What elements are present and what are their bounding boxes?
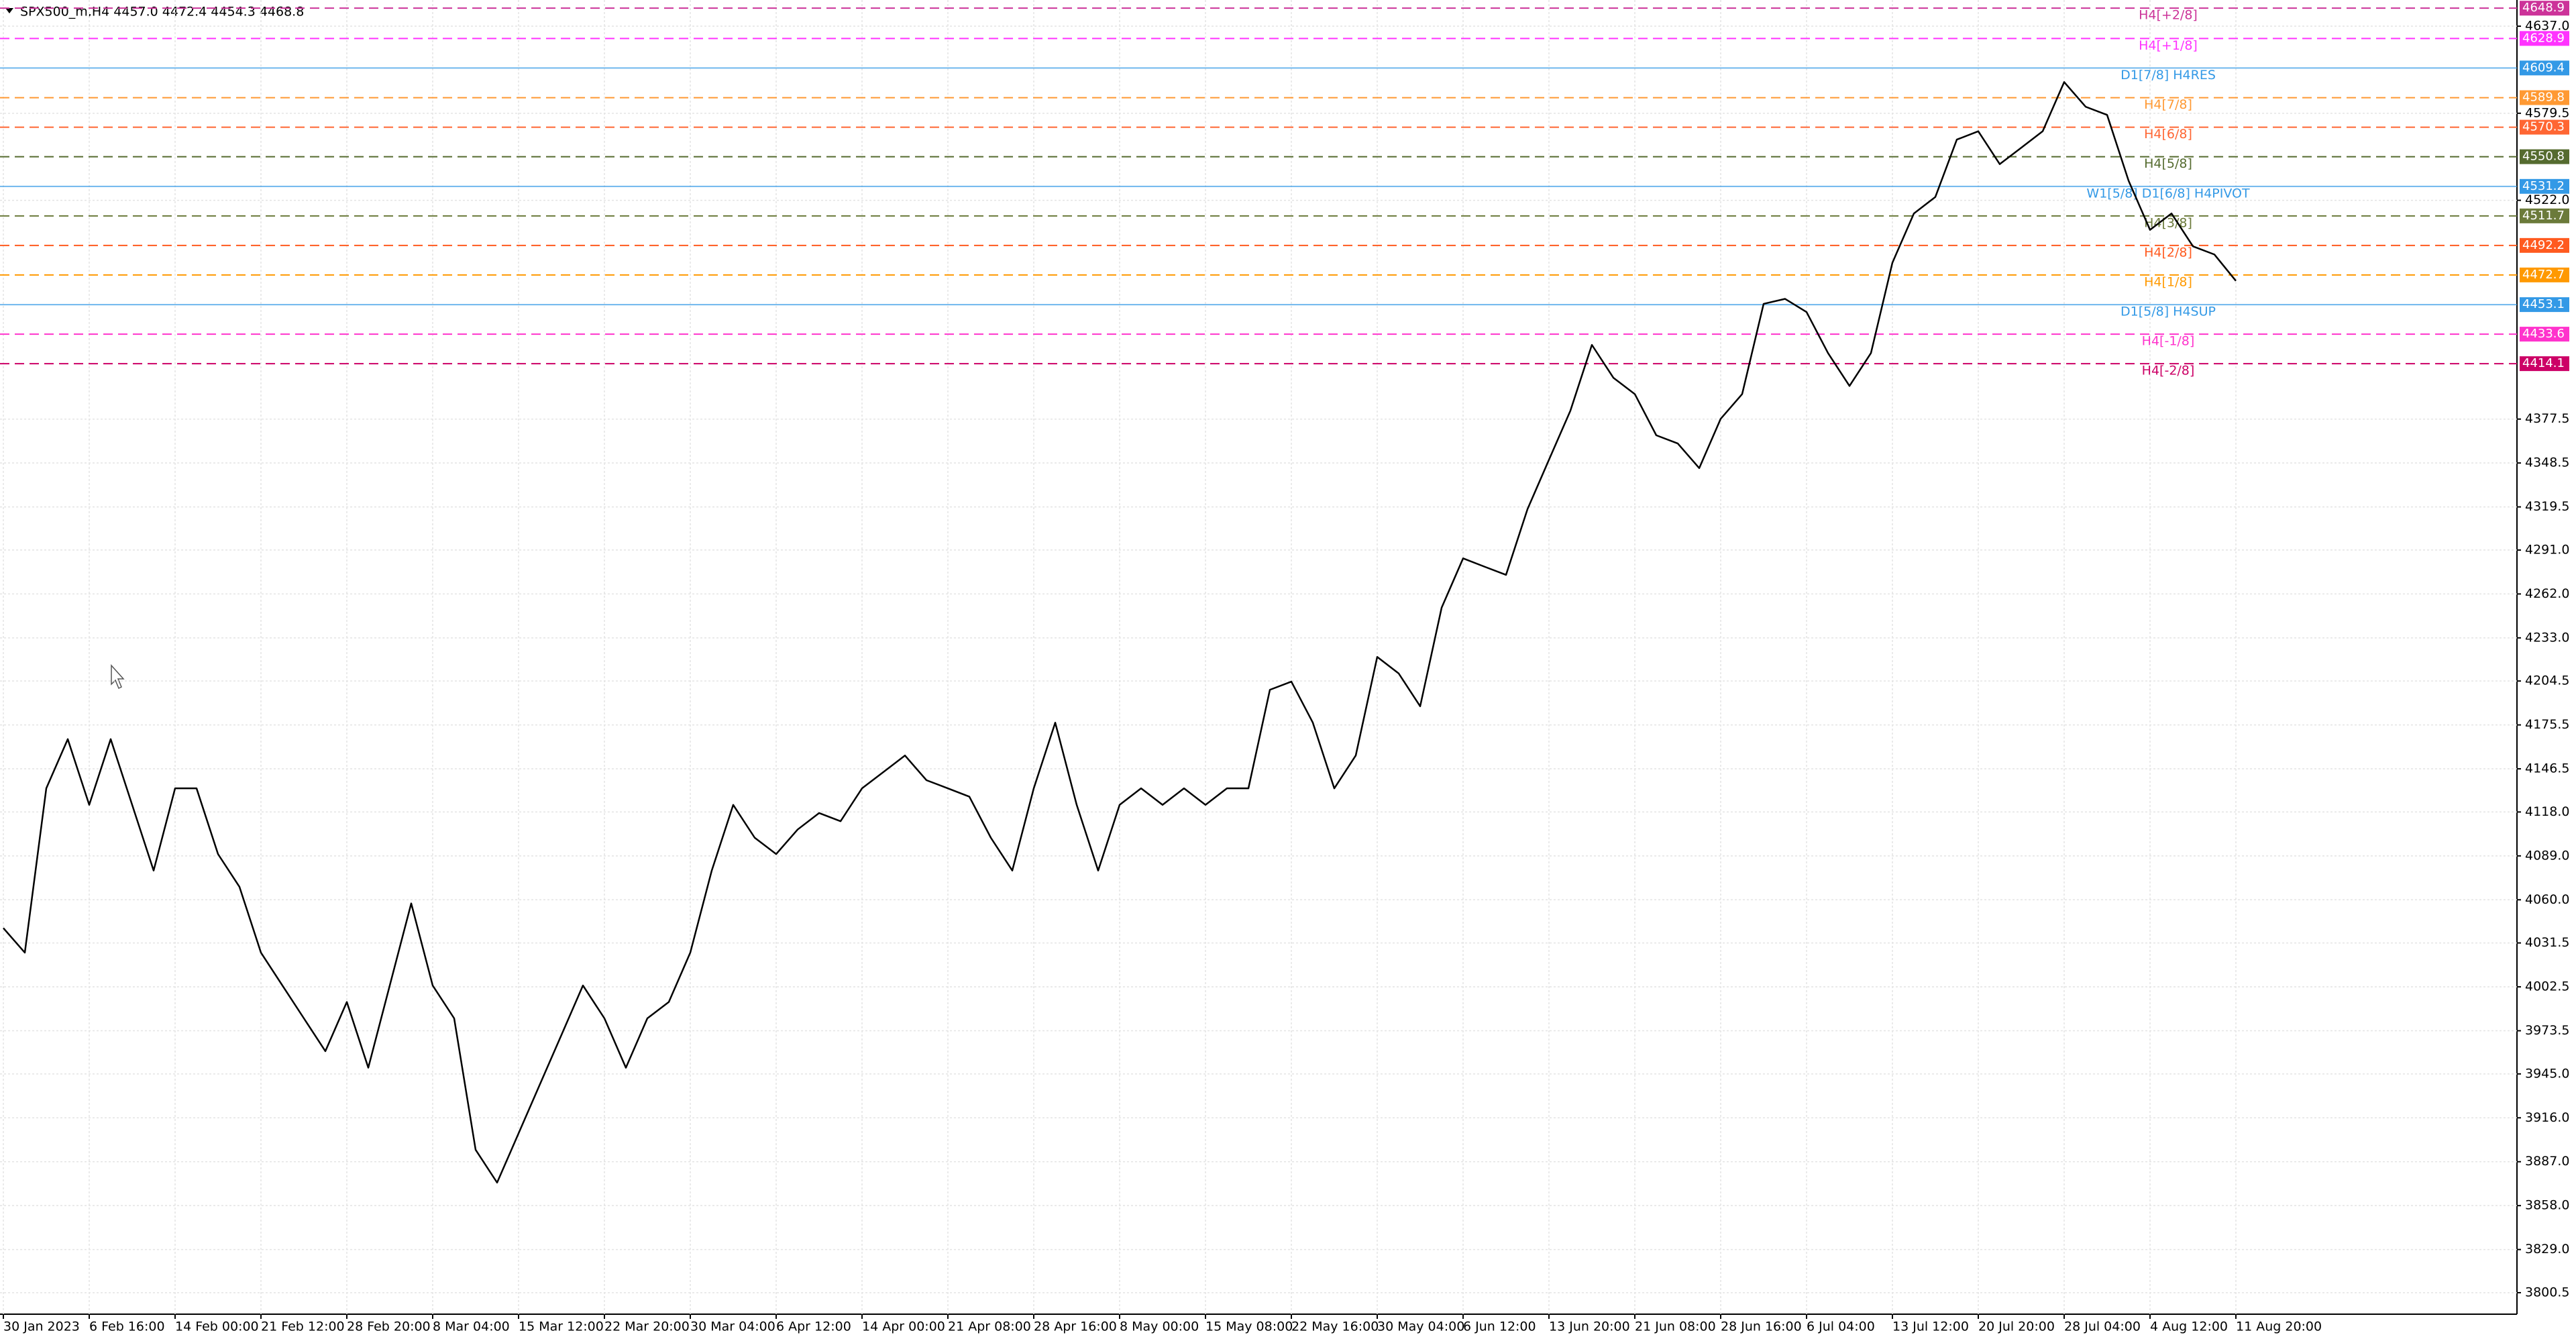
level-price-box	[2520, 119, 2569, 135]
x-tick-label: 21 Apr 08:00	[948, 1320, 1031, 1334]
level-price-label: 4492.2	[2522, 238, 2565, 252]
y-tick-label: 4579.5	[2525, 105, 2569, 120]
y-tick-label: 3800.5	[2525, 1285, 2569, 1299]
x-tick-label: 14 Feb 00:00	[175, 1320, 259, 1334]
y-tick-label: 4089.0	[2525, 848, 2569, 863]
y-tick-label: 4319.5	[2525, 499, 2569, 514]
y-tick-label: 3829.0	[2525, 1242, 2569, 1256]
x-tick-label: 6 Apr 12:00	[776, 1320, 851, 1334]
x-tick-label: 6 Jul 04:00	[1807, 1320, 1875, 1334]
level-price-box	[2520, 60, 2569, 76]
y-tick-label: 4118.0	[2525, 804, 2569, 819]
mouse-cursor	[111, 664, 125, 690]
level-price-box	[2520, 1, 2569, 16]
x-tick-label: 6 Jun 12:00	[1463, 1320, 1536, 1334]
level-price-box	[2520, 208, 2569, 223]
y-tick-label: 4262.0	[2525, 586, 2569, 601]
level-price-label: 4453.1	[2522, 297, 2565, 311]
level-price-label: 4609.4	[2522, 60, 2565, 74]
level-name: H4[+2/8]	[2139, 8, 2198, 23]
y-tick-label: 4637.0	[2525, 19, 2569, 34]
level-price-label: 4589.8	[2522, 91, 2565, 105]
chart-title: SPX500_m,H4 4457.0 4472.4 4454.3 4468.8	[20, 5, 304, 19]
level-price-box	[2520, 237, 2569, 253]
level-price-box	[2520, 356, 2569, 372]
level-price-box	[2520, 297, 2569, 313]
x-tick-label: 4 Aug 12:00	[2150, 1320, 2228, 1334]
y-tick-label: 4031.5	[2525, 935, 2569, 950]
level-name: D1[5/8] H4SUP	[2121, 305, 2216, 319]
level-price-label: 4414.1	[2522, 356, 2565, 370]
x-tick-label: 15 May 08:00	[1205, 1320, 1293, 1334]
level-price-box	[2520, 327, 2569, 342]
level-name: H4[2/8]	[2144, 245, 2192, 260]
x-tick-label: 22 May 16:00	[1291, 1320, 1379, 1334]
y-tick-label: 4291.0	[2525, 542, 2569, 557]
y-tick-label: 4233.0	[2525, 630, 2569, 645]
level-price-box	[2520, 178, 2569, 194]
y-tick-label: 3887.0	[2525, 1154, 2569, 1169]
y-tick-label: 3916.0	[2525, 1110, 2569, 1125]
y-tick-label: 3858.0	[2525, 1198, 2569, 1213]
level-price-label: 4472.7	[2522, 268, 2565, 282]
level-name: H4[6/8]	[2144, 127, 2192, 142]
level-price-label: 4433.6	[2522, 327, 2565, 341]
x-tick-label: 11 Aug 20:00	[2236, 1320, 2322, 1334]
y-tick-label: 4146.5	[2525, 761, 2569, 776]
x-tick-label: 22 Mar 20:00	[604, 1320, 690, 1334]
y-tick-label: 4204.5	[2525, 674, 2569, 688]
x-tick-label: 28 Apr 16:00	[1034, 1320, 1117, 1334]
y-tick-label: 4348.5	[2525, 456, 2569, 470]
level-name: H4[-2/8]	[2142, 364, 2195, 378]
x-tick-label: 28 Jul 04:00	[2064, 1320, 2141, 1334]
level-price-label: 4648.9	[2522, 1, 2565, 15]
level-price-box	[2520, 90, 2569, 105]
level-price-label: 4550.8	[2522, 150, 2565, 164]
x-tick-label: 6 Feb 16:00	[89, 1320, 165, 1334]
level-price-label: 4511.7	[2522, 209, 2565, 223]
x-tick-label: 14 Apr 00:00	[862, 1320, 945, 1334]
price-line	[3, 81, 2237, 1184]
x-tick-label: 30 Jan 2023	[3, 1320, 80, 1334]
y-tick-label: 4002.5	[2525, 979, 2569, 994]
level-name: H4[1/8]	[2144, 274, 2192, 289]
level-name: W1[5/8] D1[6/8] H4PIVOT	[2086, 186, 2250, 201]
x-tick-label: 21 Feb 12:00	[261, 1320, 345, 1334]
x-tick-label: 30 May 04:00	[1377, 1320, 1464, 1334]
level-price-box	[2520, 31, 2569, 46]
level-price-label: 4628.9	[2522, 31, 2565, 45]
y-tick-label: 3973.5	[2525, 1023, 2569, 1038]
level-name: H4[-1/8]	[2142, 334, 2195, 349]
x-tick-label: 13 Jun 20:00	[1549, 1320, 1630, 1334]
x-tick-label: 8 May 00:00	[1120, 1320, 1199, 1334]
x-tick-label: 30 Mar 04:00	[690, 1320, 775, 1334]
x-tick-label: 21 Jun 08:00	[1635, 1320, 1716, 1334]
level-name: H4[5/8]	[2144, 156, 2192, 171]
level-price-box	[2520, 267, 2569, 282]
y-tick-label: 3945.0	[2525, 1066, 2569, 1081]
x-tick-label: 28 Jun 16:00	[1721, 1320, 1802, 1334]
x-tick-label: 20 Jul 20:00	[1978, 1320, 2055, 1334]
level-price-box	[2520, 149, 2569, 164]
level-price-label: 4570.3	[2522, 120, 2565, 134]
menu-triangle[interactable]	[5, 8, 13, 13]
x-tick-label: 15 Mar 12:00	[519, 1320, 604, 1334]
y-tick-label: 4522.0	[2525, 193, 2569, 207]
level-name: H4[7/8]	[2144, 97, 2192, 112]
x-tick-label: 13 Jul 12:00	[1892, 1320, 1969, 1334]
level-name: H4[+1/8]	[2139, 38, 2198, 53]
x-tick-label: 28 Feb 20:00	[347, 1320, 431, 1334]
level-name: D1[7/8] H4RES	[2121, 68, 2216, 83]
y-tick-label: 4175.5	[2525, 717, 2569, 732]
level-price-label: 4531.2	[2522, 179, 2565, 193]
x-tick-label: 8 Mar 04:00	[433, 1320, 510, 1334]
y-tick-label: 4060.0	[2525, 892, 2569, 907]
y-tick-label: 4377.5	[2525, 411, 2569, 426]
